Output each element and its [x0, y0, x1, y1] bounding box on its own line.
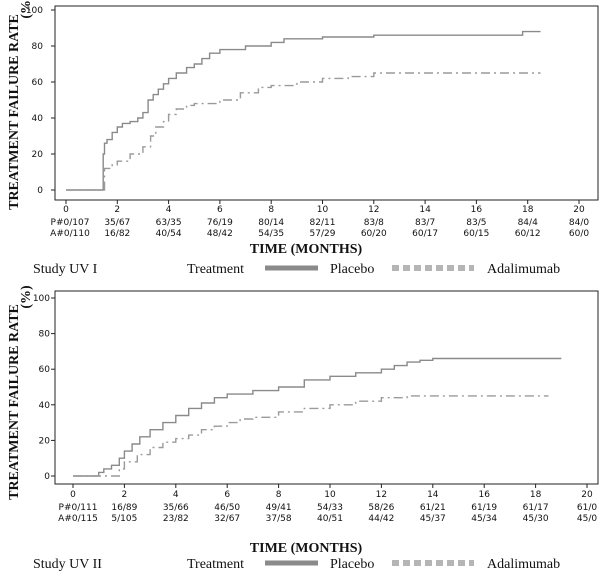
chart1-risk-cell: 63/35: [156, 218, 182, 228]
chart2-study-label: Study UV II: [33, 557, 102, 572]
chart2-risk-cell: 61/0: [577, 503, 597, 513]
chart1-x-tick-label: 2: [114, 205, 120, 215]
chart1-series-adalimumab-line: [66, 72, 541, 191]
chart1-risk-cell: 54/35: [258, 229, 284, 239]
chart2-y-tick-label: 40: [39, 401, 51, 411]
chart2-risk-cell: 40/51: [317, 514, 343, 524]
chart1-y-tick-label: 100: [26, 6, 43, 16]
chart2-y-tick-label: 80: [39, 330, 51, 340]
chart2-risk-cell: 58/26: [368, 503, 394, 513]
chart2-y-axis-title: TREATMENT FAILURE RATE: [7, 304, 22, 500]
chart1-x-tick-label: 18: [522, 205, 534, 215]
chart1-legend-placebo-label: Placebo: [330, 262, 374, 277]
chart1-x-tick-label: 12: [368, 205, 379, 215]
chart2-x-tick-label: 0: [70, 490, 76, 500]
chart1-series-placebo-line: [66, 30, 541, 191]
chart2-risk-cell: 45/0: [577, 514, 597, 524]
chart2-x-axis-title: TIME (MONTHS): [250, 541, 363, 556]
chart1-risk-cell: 60/0: [569, 229, 589, 239]
chart1-y-tick-label: 80: [32, 42, 44, 52]
chart2-y-axis-title-unit: (%): [19, 285, 34, 309]
chart1-risk-cell: 83/5: [466, 218, 486, 228]
chart2-risk-cell: 32/67: [214, 514, 240, 524]
chart2-risk-cell: 37/58: [266, 514, 292, 524]
chart2-y-tick-label: 0: [44, 472, 50, 482]
chart1-y-axis-title: TREATMENT FAILURE RATE: [7, 14, 22, 210]
chart1-study-label: Study UV I: [33, 262, 98, 277]
chart2-x-tick-label: 20: [581, 490, 593, 500]
chart2-risk-cell: 61/21: [420, 503, 446, 513]
chart2-legend-adalimumab-label: Adalimumab: [487, 557, 560, 572]
chart2-risk-row-label: P#0/111: [59, 503, 98, 513]
chart2-risk-cell: 16/89: [111, 503, 137, 513]
chart1-x-tick-label: 4: [166, 205, 172, 215]
chart1-y-tick-label: 0: [37, 186, 43, 196]
chart1-risk-cell: 82/11: [310, 218, 336, 228]
chart1-risk-cell: 40/54: [156, 229, 182, 239]
chart1-y-tick-label: 20: [32, 150, 44, 160]
chart1-risk-cell: 84/0: [569, 218, 589, 228]
chart2-x-tick-label: 2: [122, 490, 128, 500]
chart1-risk-cell: 35/67: [104, 218, 130, 228]
chart1-legend-adalimumab-label: Adalimumab: [487, 262, 560, 277]
chart1-x-tick-label: 6: [217, 205, 223, 215]
chart2-risk-row-label: A#0/115: [58, 514, 98, 524]
chart2-series-adalimumab-line: [73, 395, 549, 477]
chart2-y-tick-label: 60: [39, 365, 51, 375]
chart1-x-tick-label: 8: [268, 205, 274, 215]
chart1-risk-row-label: A#0/110: [50, 229, 90, 239]
chart1-risk-cell: 83/8: [364, 218, 384, 228]
chart2-risk-cell: 46/50: [214, 503, 240, 513]
chart1-x-tick-label: 0: [63, 205, 69, 215]
chart1-x-tick-label: 16: [471, 205, 483, 215]
chart1-plot-frame: [54, 5, 599, 201]
chart2-risk-cell: 49/41: [266, 503, 292, 513]
chart2-risk-cell: 45/34: [471, 514, 497, 524]
chart2-series-placebo-line: [73, 357, 562, 477]
chart1-risk-cell: 60/20: [361, 229, 387, 239]
chart1-x-tick-label: 20: [573, 205, 585, 215]
chart2-risk-cell: 45/30: [523, 514, 549, 524]
chart1-y-tick-label: 40: [32, 114, 44, 124]
chart1-y-tick-label: 60: [32, 78, 44, 88]
chart1-x-tick-label: 14: [419, 205, 431, 215]
chart1-risk-cell: 57/29: [310, 229, 336, 239]
chart1-risk-cell: 60/15: [463, 229, 489, 239]
chart1-y-axis-title-unit: (%): [19, 0, 34, 19]
chart1-risk-cell: 76/19: [207, 218, 233, 228]
chart1-risk-row-label: P#0/107: [51, 218, 90, 228]
chart1-legend-treatment-label: Treatment: [187, 262, 244, 277]
chart2-risk-cell: 44/42: [368, 514, 394, 524]
chart2-x-tick-label: 6: [224, 490, 230, 500]
chart2-risk-cell: 5/105: [111, 514, 137, 524]
chart1-risk-cell: 80/14: [258, 218, 284, 228]
chart1-x-tick-label: 10: [317, 205, 329, 215]
chart2-x-tick-label: 10: [324, 490, 336, 500]
chart2-risk-cell: 45/37: [420, 514, 446, 524]
chart1-risk-cell: 48/42: [207, 229, 233, 239]
chart2-y-tick-label: 100: [33, 294, 50, 304]
chart2-risk-cell: 61/19: [471, 503, 497, 513]
chart1-x-axis-title: TIME (MONTHS): [250, 242, 363, 257]
chart1-risk-cell: 84/4: [518, 218, 538, 228]
chart2-risk-cell: 35/66: [163, 503, 189, 513]
chart1-risk-cell: 60/12: [515, 229, 541, 239]
chart2-x-tick-label: 12: [376, 490, 387, 500]
chart2-plot-frame: [54, 290, 599, 485]
chart2-x-tick-label: 16: [478, 490, 490, 500]
chart2-legend-treatment-label: Treatment: [187, 557, 244, 572]
chart2-x-tick-label: 18: [530, 490, 542, 500]
chart1-risk-cell: 16/82: [104, 229, 130, 239]
chart2-x-tick-label: 4: [173, 490, 179, 500]
chart2-legend-placebo-label: Placebo: [330, 557, 374, 572]
chart2-x-tick-label: 14: [427, 490, 439, 500]
chart1-risk-cell: 83/7: [415, 218, 435, 228]
chart2-x-tick-label: 8: [276, 490, 282, 500]
chart2-risk-cell: 23/82: [163, 514, 189, 524]
chart2-risk-cell: 54/33: [317, 503, 343, 513]
chart2-risk-cell: 61/17: [523, 503, 549, 513]
chart2-y-tick-label: 20: [39, 436, 51, 446]
chart1-risk-cell: 60/17: [412, 229, 438, 239]
